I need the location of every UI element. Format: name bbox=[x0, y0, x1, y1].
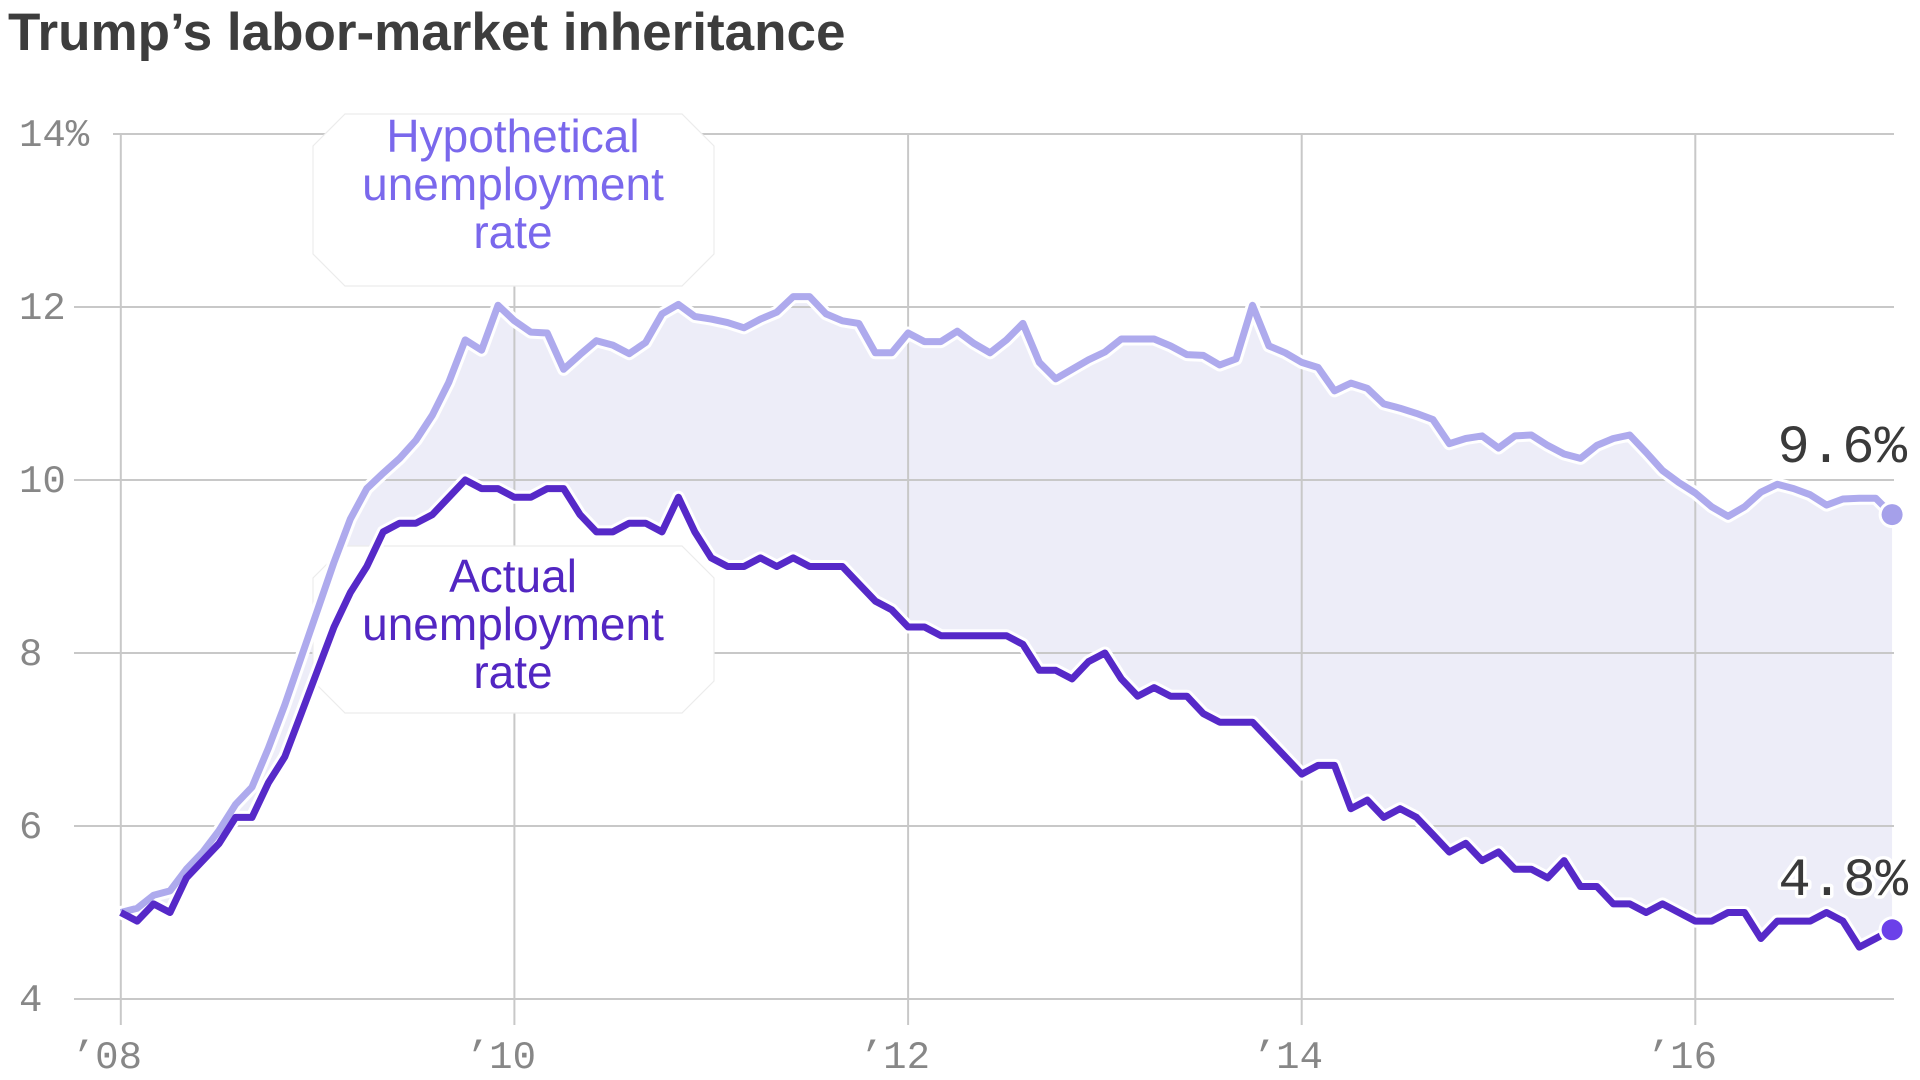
svg-text:4: 4 bbox=[19, 979, 42, 1023]
svg-text:4.8%: 4.8% bbox=[1778, 851, 1908, 912]
svg-text:’14: ’14 bbox=[1253, 1036, 1323, 1080]
svg-text:12: 12 bbox=[19, 287, 66, 331]
svg-text:Hypothetical: Hypothetical bbox=[386, 110, 639, 162]
svg-text:rate: rate bbox=[473, 646, 552, 698]
svg-text:’16: ’16 bbox=[1647, 1036, 1717, 1080]
svg-text:14%: 14% bbox=[19, 114, 90, 158]
svg-text:9.6%: 9.6% bbox=[1777, 418, 1907, 479]
svg-text:’10: ’10 bbox=[466, 1036, 536, 1080]
svg-text:10: 10 bbox=[19, 460, 66, 504]
svg-text:6: 6 bbox=[19, 806, 42, 850]
svg-text:8: 8 bbox=[19, 633, 42, 677]
svg-text:Actual: Actual bbox=[449, 550, 577, 602]
svg-text:’12: ’12 bbox=[860, 1036, 930, 1080]
svg-text:rate: rate bbox=[473, 206, 552, 258]
svg-text:unemployment: unemployment bbox=[362, 158, 664, 210]
svg-text:unemployment: unemployment bbox=[362, 598, 664, 650]
svg-text:Trump’s labor-market inheritan: Trump’s labor-market inheritance bbox=[8, 3, 845, 62]
svg-text:’08: ’08 bbox=[72, 1036, 142, 1080]
